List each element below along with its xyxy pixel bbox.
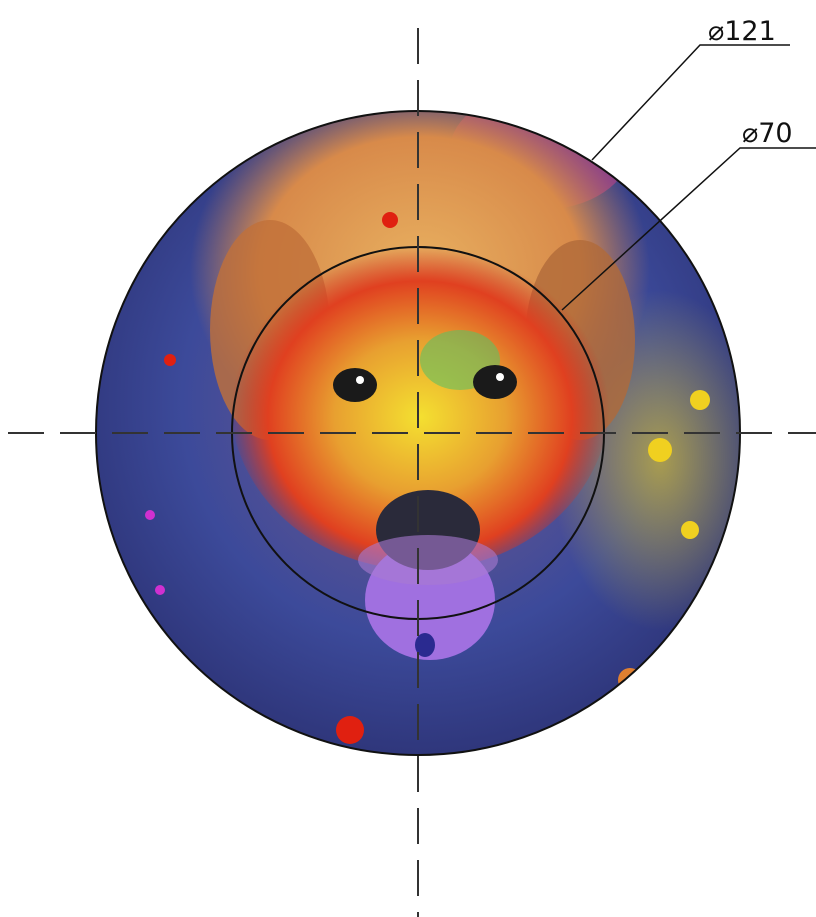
leader-line [591, 44, 790, 161]
leader-line [561, 147, 816, 311]
dimension-label: ⌀121 [708, 16, 776, 47]
dimension-label: ⌀70 [742, 118, 793, 149]
